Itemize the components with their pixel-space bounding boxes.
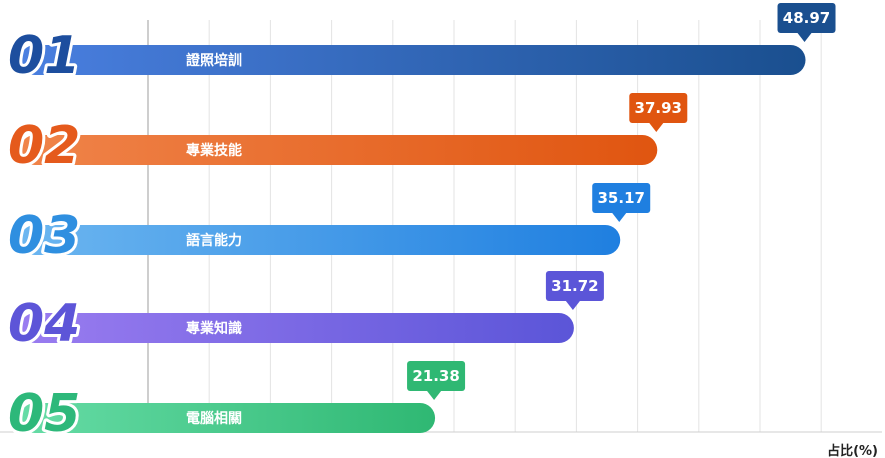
rank-number: 04	[8, 294, 80, 354]
bar-category-label: 證照培訓	[186, 52, 242, 69]
bar-category-label: 語言能力	[186, 232, 242, 249]
rank-number: 01	[8, 26, 80, 86]
value-label: 31.72	[551, 277, 598, 295]
bar-category-label: 電腦相關	[186, 410, 242, 427]
value-callout-pointer	[649, 123, 664, 132]
bar	[20, 135, 658, 165]
value-label: 21.38	[412, 367, 459, 385]
value-callout-pointer	[427, 391, 442, 400]
bar	[20, 225, 621, 255]
bar	[20, 45, 806, 75]
value-callout	[407, 361, 466, 391]
rank-number: 02	[8, 116, 80, 176]
bar	[20, 313, 574, 343]
rank-number: 05	[8, 384, 80, 444]
rank-number-outline: 01	[8, 26, 80, 86]
x-axis-label: 占比(%)	[827, 443, 878, 458]
bar	[20, 403, 436, 433]
value-callout	[777, 3, 836, 33]
value-label: 35.17	[598, 189, 645, 207]
value-callout	[592, 183, 651, 213]
bar-category-label: 專業知識	[186, 320, 242, 337]
rank-number-outline: 04	[8, 294, 80, 354]
rank-number-outline: 05	[8, 384, 80, 444]
value-callout	[629, 93, 688, 123]
rank-number: 03	[8, 206, 80, 266]
value-callout	[545, 271, 604, 301]
rank-number-outline: 03	[8, 206, 80, 266]
value-callout-pointer	[612, 213, 627, 222]
value-label: 48.97	[783, 9, 830, 27]
bar-category-label: 專業技能	[186, 142, 242, 159]
value-callout-pointer	[797, 33, 812, 42]
value-callout-pointer	[565, 301, 580, 310]
rank-number-outline: 02	[8, 116, 80, 176]
value-label: 37.93	[635, 99, 682, 117]
